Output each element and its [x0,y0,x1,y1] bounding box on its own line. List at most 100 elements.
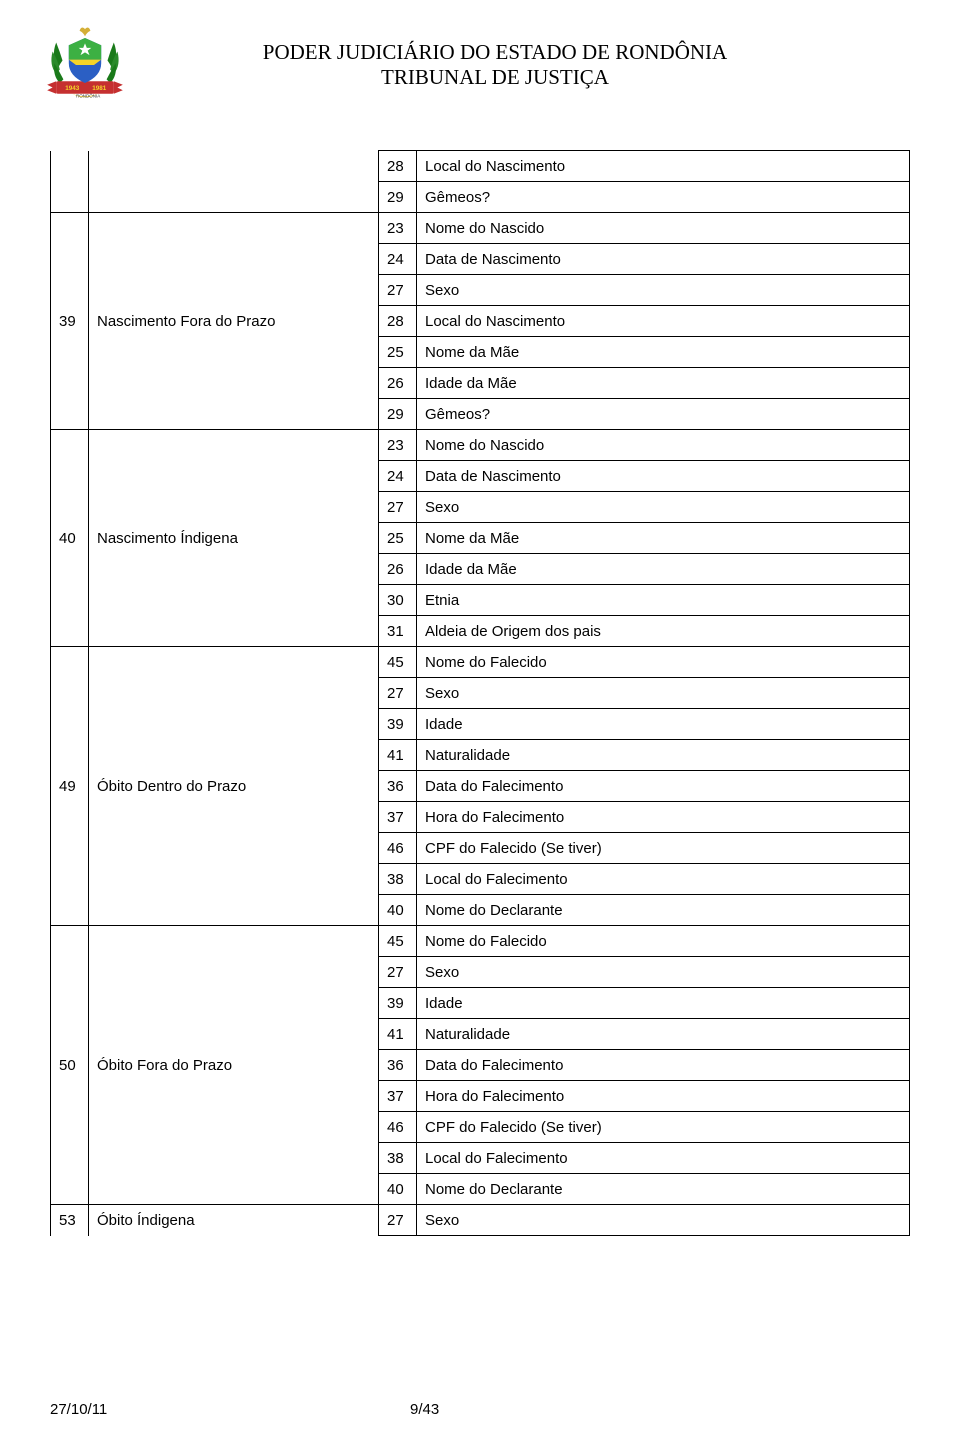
section-code: 40 [51,430,89,647]
field-code: 29 [379,182,417,213]
table-row: 28Local do Nascimento [51,151,910,182]
field-code: 29 [379,399,417,430]
field-label: CPF do Falecido (Se tiver) [417,1112,910,1143]
field-code: 23 [379,213,417,244]
field-code: 25 [379,337,417,368]
field-code: 27 [379,1205,417,1236]
field-label: Nome do Falecido [417,926,910,957]
table-row: 39Nascimento Fora do Prazo23Nome do Nasc… [51,213,910,244]
table-row: 50Óbito Fora do Prazo45Nome do Falecido [51,926,910,957]
section-label: Nascimento Índigena [89,430,379,647]
field-code: 31 [379,616,417,647]
field-label: Etnia [417,585,910,616]
field-code: 37 [379,1081,417,1112]
svg-text:1981: 1981 [92,85,107,92]
footer-date: 27/10/11 [50,1401,410,1418]
field-label: Idade da Mãe [417,368,910,399]
field-label: Hora do Falecimento [417,1081,910,1112]
field-label: Naturalidade [417,1019,910,1050]
field-label: Idade da Mãe [417,554,910,585]
field-label: Data de Nascimento [417,461,910,492]
field-code: 28 [379,306,417,337]
field-label: Nome do Nascido [417,430,910,461]
field-code: 46 [379,1112,417,1143]
field-label: Nome da Mãe [417,523,910,554]
field-code: 24 [379,244,417,275]
field-label: Idade [417,709,910,740]
header-line-2: TRIBUNAL DE JUSTIÇA [130,65,860,90]
header-line-1: PODER JUDICIÁRIO DO ESTADO DE RONDÔNIA [130,40,860,65]
field-label: Nome da Mãe [417,337,910,368]
field-code: 27 [379,957,417,988]
field-code: 28 [379,151,417,182]
field-label: Local do Falecimento [417,864,910,895]
field-code: 46 [379,833,417,864]
field-label: Hora do Falecimento [417,802,910,833]
field-code: 24 [379,461,417,492]
field-code: 27 [379,492,417,523]
field-label: Sexo [417,678,910,709]
field-code: 41 [379,740,417,771]
data-table: 28Local do Nascimento29Gêmeos?39Nascimen… [50,150,910,1236]
svg-text:RONDÔNIA: RONDÔNIA [76,92,100,98]
field-code: 37 [379,802,417,833]
section-label [89,151,379,213]
field-label: Idade [417,988,910,1019]
field-label: Local do Nascimento [417,306,910,337]
field-label: Nome do Falecido [417,647,910,678]
header-title-block: PODER JUDICIÁRIO DO ESTADO DE RONDÔNIA T… [130,40,920,90]
field-label: Data do Falecimento [417,1050,910,1081]
svg-text:1943: 1943 [65,85,80,92]
field-label: Local do Falecimento [417,1143,910,1174]
field-label: Nome do Declarante [417,1174,910,1205]
field-code: 36 [379,1050,417,1081]
field-code: 23 [379,430,417,461]
field-code: 36 [379,771,417,802]
field-label: Sexo [417,275,910,306]
field-code: 26 [379,554,417,585]
field-code: 40 [379,1174,417,1205]
field-label: Naturalidade [417,740,910,771]
section-label: Óbito Fora do Prazo [89,926,379,1205]
field-label: Nome do Nascido [417,213,910,244]
field-code: 45 [379,647,417,678]
table-row: 49Óbito Dentro do Prazo45Nome do Falecid… [51,647,910,678]
table-row: 53Óbito Índigena27Sexo [51,1205,910,1236]
field-label: Sexo [417,957,910,988]
section-code: 49 [51,647,89,926]
section-label: Nascimento Fora do Prazo [89,213,379,430]
field-code: 45 [379,926,417,957]
field-label: Gêmeos? [417,182,910,213]
field-code: 41 [379,1019,417,1050]
field-code: 38 [379,864,417,895]
section-label: Óbito Índigena [89,1205,379,1236]
field-label: CPF do Falecido (Se tiver) [417,833,910,864]
field-label: Gêmeos? [417,399,910,430]
section-code [51,151,89,213]
section-label: Óbito Dentro do Prazo [89,647,379,926]
section-code: 50 [51,926,89,1205]
field-label: Sexo [417,492,910,523]
field-label: Data de Nascimento [417,244,910,275]
field-code: 30 [379,585,417,616]
field-label: Aldeia de Origem dos pais [417,616,910,647]
page-footer: 27/10/11 9/43 [50,1401,910,1418]
section-code: 39 [51,213,89,430]
field-code: 25 [379,523,417,554]
field-code: 38 [379,1143,417,1174]
field-code: 39 [379,988,417,1019]
field-code: 26 [379,368,417,399]
footer-page: 9/43 [410,1401,439,1418]
field-code: 39 [379,709,417,740]
field-code: 27 [379,275,417,306]
document-header: 1943 1981 RONDÔNIA PODER JUDICIÁRIO DO E… [0,0,960,120]
court-logo: 1943 1981 RONDÔNIA [40,20,130,110]
section-code: 53 [51,1205,89,1236]
field-code: 40 [379,895,417,926]
table-row: 40Nascimento Índigena23Nome do Nascido [51,430,910,461]
field-code: 27 [379,678,417,709]
field-label: Local do Nascimento [417,151,910,182]
field-label: Nome do Declarante [417,895,910,926]
field-label: Data do Falecimento [417,771,910,802]
field-label: Sexo [417,1205,910,1236]
